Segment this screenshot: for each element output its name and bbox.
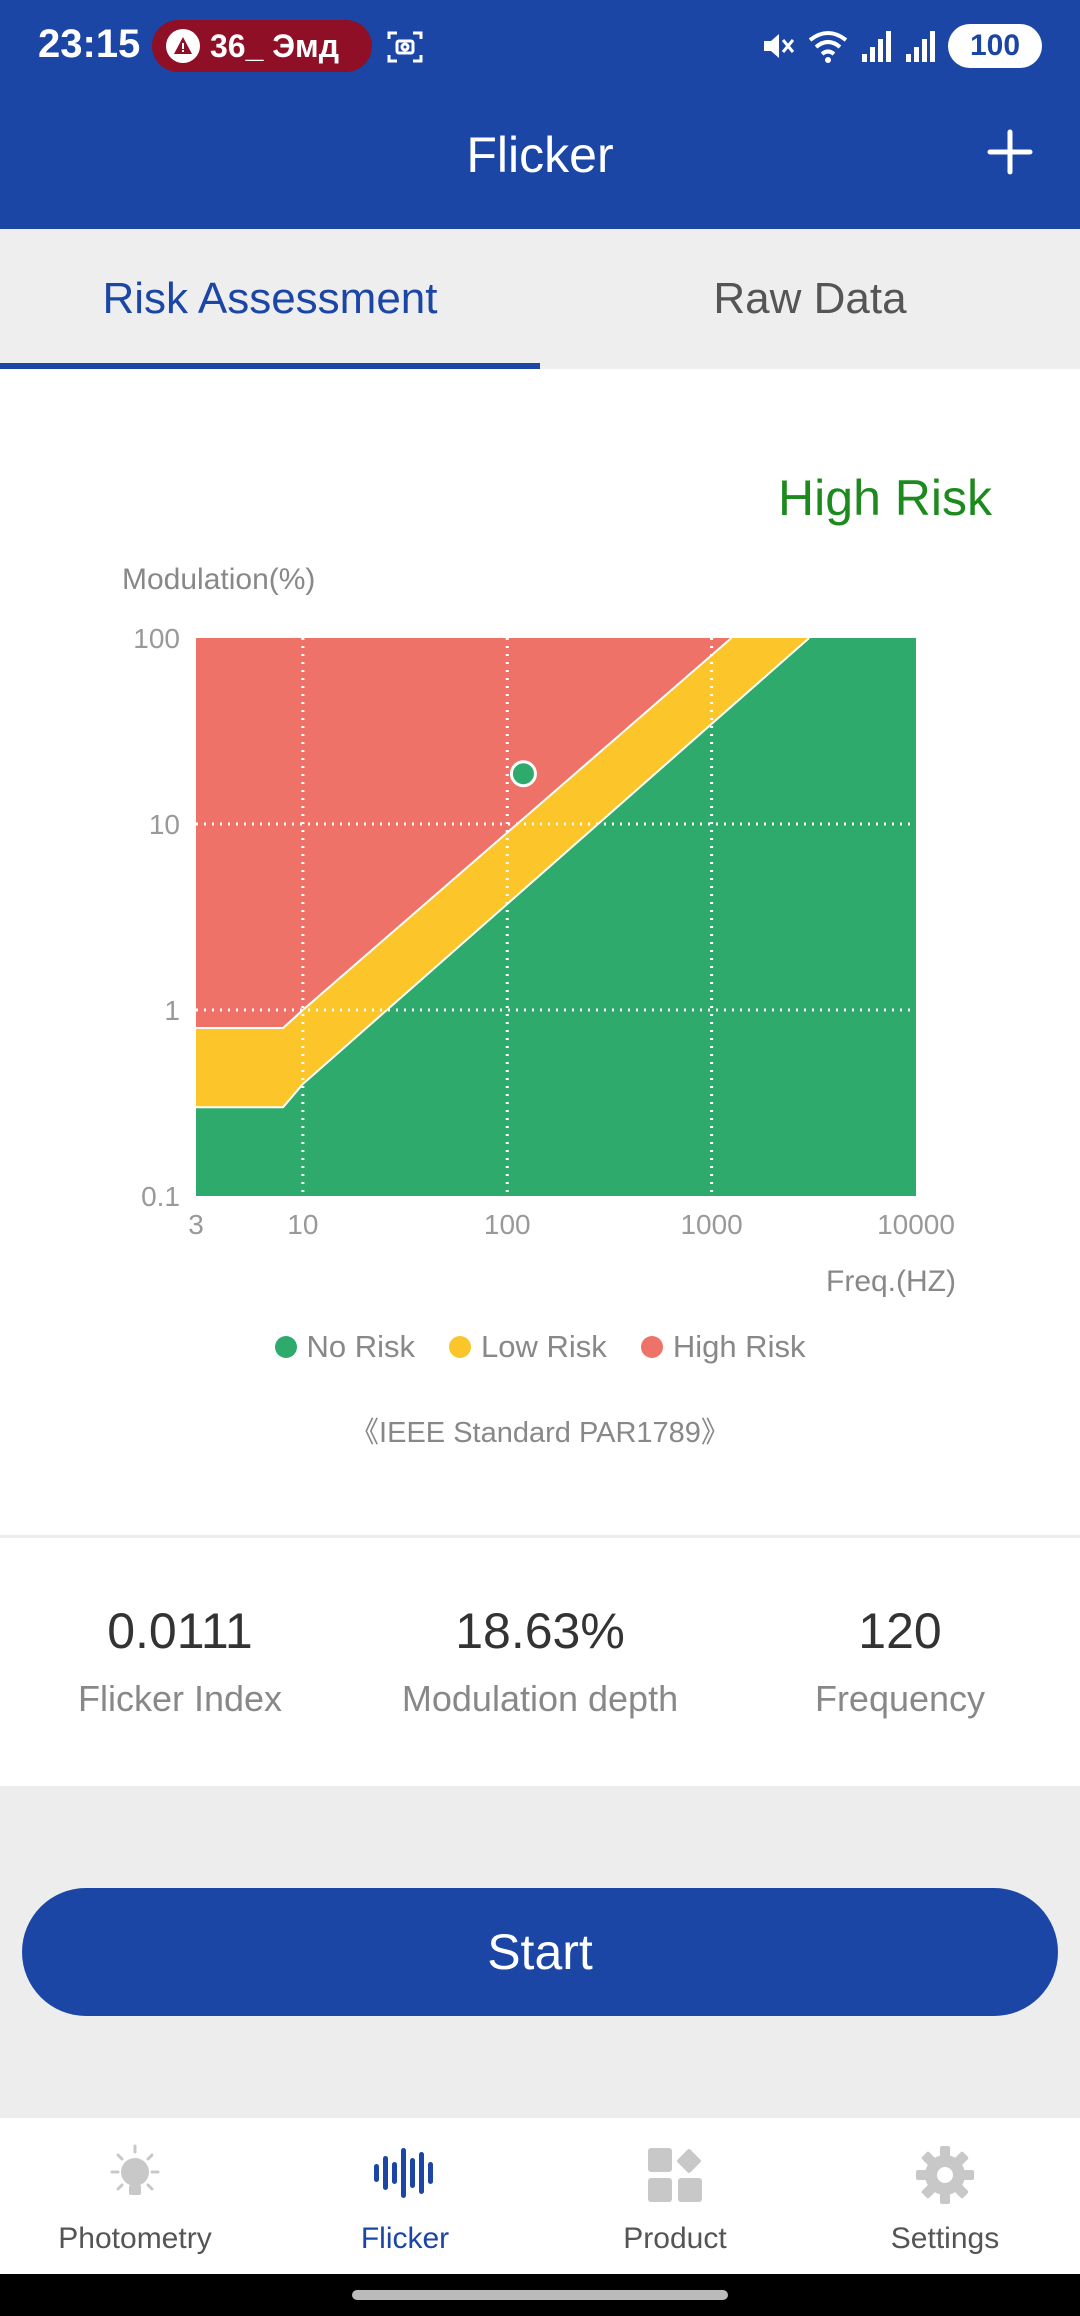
plus-icon bbox=[987, 129, 1033, 175]
gear-icon bbox=[916, 2146, 974, 2204]
tab-raw-data[interactable]: Raw Data bbox=[540, 229, 1080, 369]
tab-risk-assessment[interactable]: Risk Assessment bbox=[0, 229, 540, 369]
app-bar: Flicker bbox=[0, 96, 1080, 229]
x-tick-label: 10 bbox=[287, 1209, 318, 1240]
screenshot-icon bbox=[386, 28, 424, 71]
legend-low-risk: Low Risk bbox=[449, 1329, 607, 1365]
risk-assessment-card: High Risk 0.1 1 10 100 3 10 100 1000 10000 Modula… bbox=[0, 369, 1080, 1535]
stat-label: Modulation depth bbox=[401, 1678, 679, 1719]
home-indicator[interactable] bbox=[352, 2290, 728, 2300]
stat-modulation-depth: 18.63% Modulation depth bbox=[360, 1538, 720, 1786]
notification-text: 36_ Эмд bbox=[210, 27, 340, 64]
wifi-icon bbox=[808, 31, 848, 63]
nav-item-settings[interactable]: Settings bbox=[810, 2118, 1080, 2274]
stat-value: 0.0111 bbox=[107, 1603, 253, 1659]
y-tick-label: 0.1 bbox=[141, 1181, 180, 1212]
x-tick-label: 100 bbox=[484, 1209, 531, 1240]
standard-reference: 《IEEE Standard PAR1789》 bbox=[350, 1417, 730, 1449]
legend-label: Low Risk bbox=[481, 1329, 607, 1364]
legend-low-risk-dot bbox=[449, 1336, 472, 1358]
legend-high-risk: High Risk bbox=[640, 1329, 806, 1365]
x-tick-label: 10000 bbox=[877, 1209, 955, 1240]
y-axis-label: Modulation(%) bbox=[122, 563, 315, 596]
nav-item-product[interactable]: Product bbox=[540, 2118, 810, 2274]
y-tick-label: 10 bbox=[149, 809, 180, 840]
stat-value: 120 bbox=[858, 1603, 942, 1659]
tab-label: Raw Data bbox=[713, 274, 907, 323]
battery-indicator: 100 bbox=[948, 24, 1042, 68]
nav-label: Photometry bbox=[58, 2222, 212, 2255]
waveform-icon bbox=[374, 2148, 433, 2198]
legend-label: High Risk bbox=[672, 1329, 806, 1364]
chart-legend: No Risk Low Risk High Risk bbox=[0, 1329, 1080, 1365]
flicker-risk-chart: 0.1 1 10 100 3 10 100 1000 10000 Modulation(%) Fre… bbox=[122, 563, 956, 1298]
y-tick-label: 1 bbox=[164, 995, 180, 1026]
measurement-point bbox=[509, 760, 537, 788]
measurement-stats: 0.0111 Flicker Index 18.63% Modulation d… bbox=[0, 1538, 1080, 1786]
mute-icon bbox=[764, 34, 795, 58]
grid-icon bbox=[648, 2148, 702, 2202]
start-button[interactable]: Start bbox=[22, 1888, 1058, 2016]
stat-value: 18.63% bbox=[455, 1603, 625, 1659]
navigation-alert-icon bbox=[166, 29, 200, 63]
bottom-navigation: Photometry Flicker Product bbox=[0, 2118, 1080, 2274]
bulb-icon bbox=[110, 2144, 160, 2195]
stat-label: Frequency bbox=[814, 1678, 986, 1719]
nav-item-flicker[interactable]: Flicker bbox=[270, 2118, 540, 2274]
legend-no-risk-dot bbox=[274, 1336, 297, 1358]
legend-label: No Risk bbox=[306, 1329, 416, 1364]
stat-flicker-index: 0.0111 Flicker Index bbox=[0, 1538, 360, 1786]
nav-label: Flicker bbox=[360, 2222, 450, 2255]
risk-level: High Risk bbox=[778, 470, 992, 526]
nav-label: Settings bbox=[890, 2222, 1000, 2255]
x-tick-label: 1000 bbox=[680, 1209, 742, 1240]
status-time: 23:15 bbox=[38, 22, 141, 66]
nav-item-photometry[interactable]: Photometry bbox=[0, 2118, 270, 2274]
status-bar: 23:15 36_ Эмд 100 bbox=[0, 0, 1080, 96]
no-risk-boundary-line bbox=[196, 637, 810, 1109]
notification-pill[interactable]: 36_ Эмд bbox=[152, 20, 372, 72]
y-tick-label: 100 bbox=[133, 623, 180, 654]
signal-icon bbox=[862, 31, 891, 62]
legend-high-risk-dot bbox=[640, 1336, 663, 1358]
stat-frequency: 120 Frequency bbox=[720, 1538, 1080, 1786]
system-navigation-bar bbox=[0, 2274, 1080, 2316]
tab-active-indicator bbox=[0, 363, 540, 369]
page-title: Flicker bbox=[466, 127, 614, 183]
signal-icon-2 bbox=[906, 31, 935, 62]
tab-bar: Risk Assessment Raw Data bbox=[0, 229, 1080, 369]
stat-label: Flicker Index bbox=[77, 1678, 283, 1719]
x-tick-label: 3 bbox=[188, 1209, 204, 1240]
add-button[interactable] bbox=[980, 122, 1040, 182]
nav-label: Product bbox=[623, 2222, 727, 2255]
tab-label: Risk Assessment bbox=[102, 274, 438, 323]
status-icons: 100 bbox=[760, 24, 1042, 68]
battery-level: 100 bbox=[969, 29, 1021, 62]
legend-no-risk: No Risk bbox=[274, 1329, 416, 1365]
no-risk-region bbox=[196, 638, 916, 1196]
start-button-label: Start bbox=[487, 1924, 593, 1980]
x-axis-label: Freq.(HZ) bbox=[826, 1265, 956, 1298]
